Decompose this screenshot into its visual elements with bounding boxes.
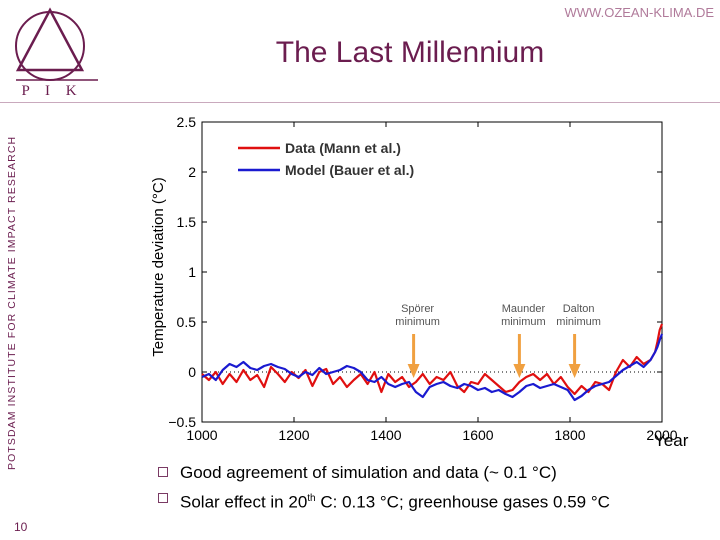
- sidebar-institute-text: POTSDAM INSTITUTE FOR CLIMATE IMPACT RES…: [6, 136, 18, 470]
- sidebar-institute-name: POTSDAM INSTITUTE FOR CLIMATE IMPACT RES…: [6, 136, 18, 470]
- bullet-superscript: th: [307, 493, 316, 504]
- x-axis-label: Year: [654, 431, 689, 450]
- bullet-list: Good agreement of simulation and data (~…: [158, 460, 610, 516]
- annotation-label: Maunder: [502, 303, 546, 315]
- y-tick-label: 1.5: [177, 214, 197, 230]
- logo-text: P I K: [21, 83, 82, 99]
- bullet-box-icon: [158, 493, 168, 503]
- series-layer: [201, 323, 664, 402]
- y-tick-label: 2.5: [177, 114, 197, 130]
- legend-entry: Data (Mann et al.): [285, 140, 401, 156]
- chart-legend: Data (Mann et al.) Model (Bauer et al.): [238, 140, 414, 178]
- page-number: 10: [14, 520, 28, 534]
- bullet-box-icon: [158, 467, 168, 477]
- bullet-text-part: Solar effect in 20: [180, 492, 308, 512]
- legend-entry: Model (Bauer et al.): [285, 162, 414, 178]
- y-tick-label: 2: [188, 164, 196, 180]
- x-tick-label: 1600: [462, 427, 493, 443]
- data-series-line: [201, 323, 664, 396]
- annotation-label: minimum: [395, 316, 440, 328]
- grid-lines: [202, 122, 663, 422]
- annotation-label: minimum: [556, 316, 601, 328]
- bullet-item: Solar effect in 20th C: 0.13 °C; greenho…: [158, 486, 610, 516]
- annotation-label: Dalton: [563, 303, 595, 315]
- x-tick-label: 2000: [646, 427, 677, 443]
- x-tick-label: 1400: [370, 427, 401, 443]
- bullet-text: Good agreement of simulation and data (~…: [180, 463, 557, 482]
- temperature-chart: −0.5 0 0.5 1 1.5 2 2.5 1000 1200 1400 1600 1800 200…: [150, 114, 689, 450]
- x-tick-label: 1200: [278, 427, 309, 443]
- x-tick-label: 1000: [186, 427, 217, 443]
- plot-area: [201, 121, 663, 423]
- annotation-arrow-head: [568, 364, 581, 378]
- bullet-text-part: C: 0.13 °C; greenhouse gases 0.59 °C: [315, 492, 610, 512]
- x-axis-ticks: 1000 1200 1400 1600 1800 2000: [186, 122, 678, 443]
- annotation-label: Spörer: [401, 303, 434, 315]
- pik-logo: P I K: [15, 7, 98, 99]
- x-tick-label: 1800: [554, 427, 585, 443]
- annotation-arrow-head: [407, 364, 420, 378]
- y-tick-label: 0: [188, 364, 196, 380]
- annotation-arrow-head: [513, 364, 526, 378]
- y-tick-label: −0.5: [168, 414, 196, 430]
- slide-title: The Last Millennium: [275, 36, 545, 69]
- y-tick-label: 1: [188, 264, 196, 280]
- bullet-item: Good agreement of simulation and data (~…: [158, 460, 610, 486]
- model-series-line: [201, 333, 664, 402]
- y-axis-label: Temperature deviation (°C): [150, 177, 167, 356]
- y-tick-label: 0.5: [177, 314, 197, 330]
- website-url: WWW.OZEAN-KLIMA.DE: [564, 5, 715, 20]
- y-axis-ticks: −0.5 0 0.5 1 1.5 2 2.5: [168, 114, 662, 430]
- annotation-label: minimum: [501, 316, 546, 328]
- title-divider: [0, 102, 720, 103]
